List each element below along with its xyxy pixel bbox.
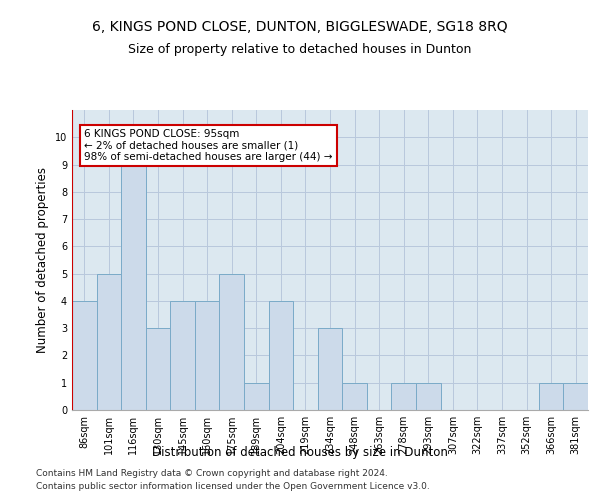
Bar xyxy=(195,301,220,410)
Bar xyxy=(269,301,293,410)
Text: Contains HM Land Registry data © Crown copyright and database right 2024.: Contains HM Land Registry data © Crown c… xyxy=(36,468,388,477)
Text: 6, KINGS POND CLOSE, DUNTON, BIGGLESWADE, SG18 8RQ: 6, KINGS POND CLOSE, DUNTON, BIGGLESWADE… xyxy=(92,20,508,34)
Bar xyxy=(220,274,244,410)
Bar xyxy=(244,382,269,410)
Text: Size of property relative to detached houses in Dunton: Size of property relative to detached ho… xyxy=(128,42,472,56)
Bar xyxy=(342,382,367,410)
Text: Distribution of detached houses by size in Dunton: Distribution of detached houses by size … xyxy=(152,446,448,459)
Bar xyxy=(97,274,121,410)
Bar xyxy=(563,382,588,410)
Text: 6 KINGS POND CLOSE: 95sqm
← 2% of detached houses are smaller (1)
98% of semi-de: 6 KINGS POND CLOSE: 95sqm ← 2% of detach… xyxy=(84,129,333,162)
Bar xyxy=(391,382,416,410)
Bar xyxy=(72,301,97,410)
Bar xyxy=(121,164,146,410)
Bar xyxy=(539,382,563,410)
Y-axis label: Number of detached properties: Number of detached properties xyxy=(37,167,49,353)
Bar xyxy=(146,328,170,410)
Bar xyxy=(170,301,195,410)
Bar xyxy=(318,328,342,410)
Text: Contains public sector information licensed under the Open Government Licence v3: Contains public sector information licen… xyxy=(36,482,430,491)
Bar xyxy=(416,382,440,410)
